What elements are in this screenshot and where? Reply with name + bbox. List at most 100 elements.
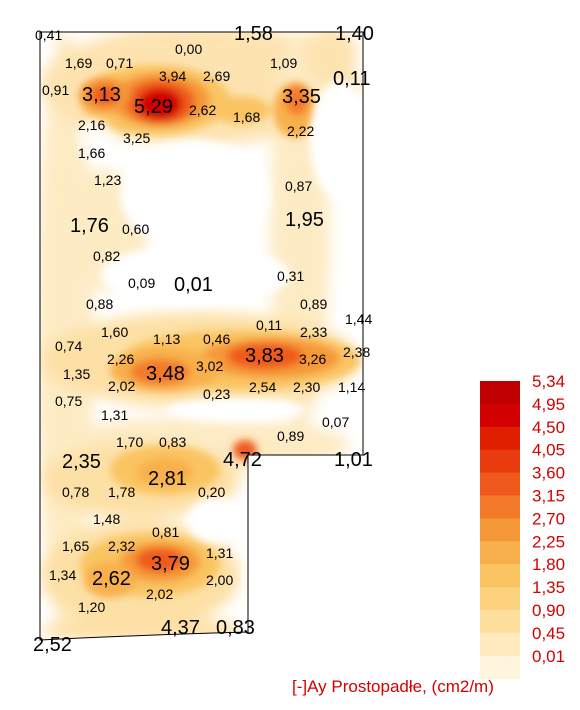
value-label: 0,83	[216, 617, 255, 639]
value-label: 2,33	[300, 324, 327, 340]
value-label: 2,30	[293, 379, 320, 395]
value-label: 1,01	[334, 449, 373, 471]
value-label: 0,23	[203, 386, 230, 402]
value-label: 1,95	[285, 209, 324, 231]
value-label: 0,11	[256, 317, 282, 333]
value-label: 2,69	[203, 68, 230, 84]
value-label: 0,71	[106, 55, 133, 71]
legend-swatch	[480, 403, 520, 428]
value-label: 0,20	[198, 484, 225, 500]
value-label: 3,94	[159, 68, 186, 84]
value-label: 0,01	[174, 274, 213, 296]
value-label: 1,65	[62, 538, 89, 554]
value-label: 0,81	[152, 524, 179, 540]
value-label: 0,78	[62, 484, 89, 500]
heat-field	[40, 32, 363, 640]
value-label: 1,68	[233, 109, 260, 125]
legend-label: 3,15	[532, 487, 565, 506]
legend-label: 4,50	[532, 418, 565, 437]
legend-swatch	[480, 495, 520, 519]
value-label: 1,20	[78, 599, 105, 615]
value-label: 2,02	[146, 586, 173, 602]
value-label: 1,31	[101, 407, 128, 423]
value-label: 1,69	[65, 55, 92, 71]
value-label: 1,35	[63, 366, 90, 382]
legend-label: 5,34	[532, 372, 565, 391]
value-label: 1,31	[206, 545, 233, 561]
value-label: 1,09	[270, 55, 297, 71]
value-label: 0,00	[175, 41, 202, 57]
legend-swatch	[480, 632, 520, 657]
value-label: 1,78	[108, 484, 135, 500]
value-label: 3,25	[123, 130, 150, 146]
value-label: 3,35	[282, 86, 321, 108]
value-label: 0,75	[55, 393, 82, 409]
value-label: 2,62	[92, 568, 131, 590]
value-label: 2,35	[62, 451, 101, 473]
value-label: 0,83	[159, 434, 186, 450]
value-label: 1,60	[101, 324, 128, 340]
legend-swatch	[480, 381, 520, 405]
legend-label: 2,70	[532, 509, 565, 528]
value-label: 1,40	[335, 23, 374, 45]
legend-swatch	[480, 472, 520, 496]
value-label: 2,81	[148, 468, 187, 490]
value-label: 1,14	[338, 379, 365, 395]
value-label: 2,00	[206, 572, 233, 588]
value-label: 3,83	[245, 345, 284, 367]
value-label: 1,34	[49, 567, 76, 583]
value-label: 1,23	[94, 172, 121, 188]
value-label: 0,11	[333, 68, 370, 90]
value-label: 3,79	[151, 553, 190, 575]
value-label: 0,41	[35, 27, 62, 43]
legend-label: 0,90	[532, 601, 565, 620]
value-label: 0,74	[55, 338, 82, 354]
slab-outline	[39, 31, 364, 641]
value-label: 0,60	[122, 221, 149, 237]
legend-label: 3,60	[532, 464, 565, 483]
value-label: 0,87	[285, 178, 312, 194]
value-label: 2,38	[343, 344, 370, 360]
value-label: 0,91	[42, 82, 69, 98]
value-label: 2,62	[189, 102, 216, 118]
value-label: 3,13	[82, 84, 121, 106]
value-label: 0,09	[128, 275, 155, 291]
value-label: 2,54	[249, 379, 276, 395]
legend-swatch	[480, 587, 520, 611]
legend-swatch	[480, 564, 520, 588]
legend-label: 1,80	[532, 555, 565, 574]
value-label: 4,37	[161, 617, 200, 639]
legend: 5,34 4,95 4,50 4,05 3,60 3,15 2,70 2,25 1,80 1,35…	[480, 372, 565, 680]
value-label: 1,70	[116, 434, 143, 450]
value-labels: 0,41 1,58 1,40 1,69 0,71 0,00 1,09 3,94 …	[33, 23, 374, 656]
value-label: 2,26	[107, 351, 134, 367]
legend-swatch	[480, 449, 520, 474]
value-label: 2,16	[78, 117, 105, 133]
value-label: 3,02	[196, 358, 223, 374]
legend-title: [-]Ay Prostopadłe, (cm2/m)	[292, 677, 494, 696]
value-label: 0,88	[86, 296, 113, 312]
value-label: 1,76	[70, 215, 109, 237]
legend-label: 4,05	[532, 441, 565, 460]
legend-label: 0,01	[532, 647, 565, 666]
legend-label: 2,25	[532, 532, 565, 551]
value-label: 3,48	[146, 363, 185, 385]
value-label: 3,26	[299, 351, 326, 367]
value-label: 1,13	[153, 331, 180, 347]
legend-swatch	[480, 518, 520, 542]
value-label: 1,66	[78, 145, 105, 161]
value-label: 1,44	[345, 311, 372, 327]
legend-swatch	[480, 655, 520, 680]
value-label: 2,22	[287, 123, 314, 139]
value-label: 2,32	[108, 538, 135, 554]
value-label: 0,46	[203, 331, 230, 347]
legend-label: 0,45	[532, 624, 565, 643]
value-label: 1,48	[93, 511, 120, 527]
legend-label: 4,95	[532, 395, 565, 414]
value-label: 4,72	[223, 449, 262, 471]
value-label: 0,31	[277, 268, 304, 284]
value-label: 1,58	[234, 23, 273, 45]
legend-swatch	[480, 426, 520, 451]
value-label: 2,02	[108, 378, 135, 394]
